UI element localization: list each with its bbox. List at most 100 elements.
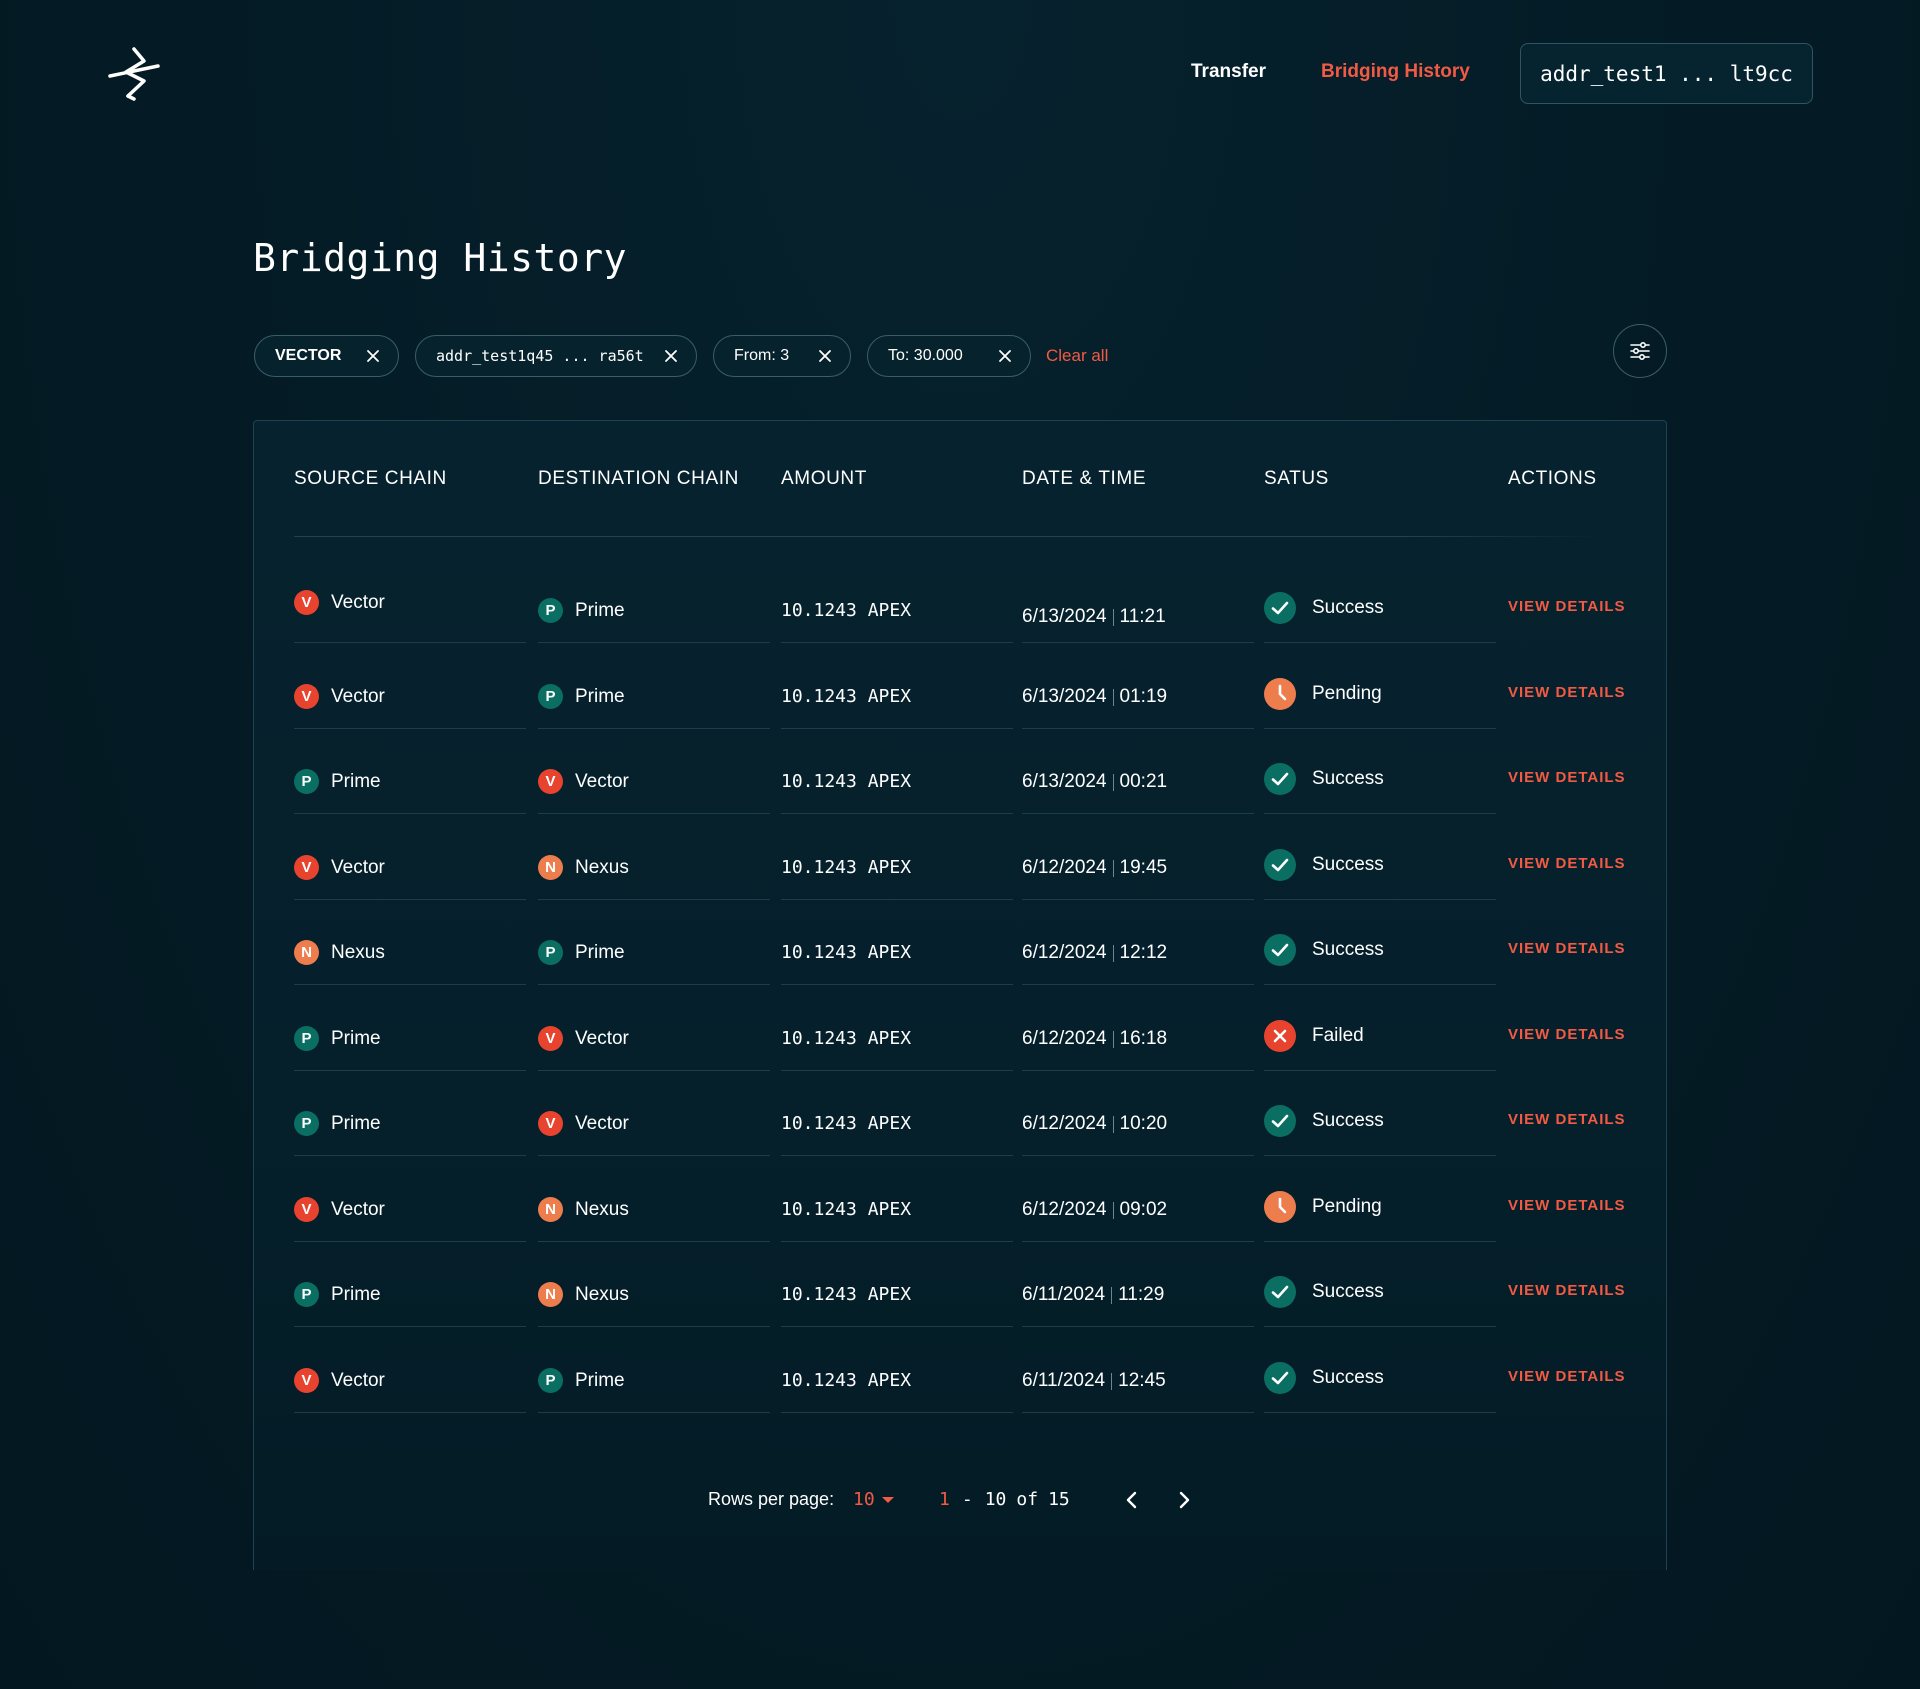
source-chain-name: Vector [331, 856, 385, 878]
source-chain-cell: N Nexus [294, 940, 385, 965]
row-divider [294, 899, 526, 900]
rows-per-page-value: 10 [853, 1489, 875, 1510]
rows-per-page-select[interactable]: 10 [853, 1489, 895, 1510]
actions-cell: VIEW DETAILS [1508, 1197, 1626, 1214]
chain-vector-icon: V [294, 590, 319, 615]
amount-cell: 10.1243 APEX [781, 1370, 912, 1391]
view-details-link[interactable]: VIEW DETAILS [1508, 1197, 1626, 1214]
close-icon[interactable] [996, 347, 1014, 365]
status-cell: Success [1264, 592, 1384, 624]
destination-chain-cell: P Prime [538, 940, 625, 965]
view-details-link[interactable]: VIEW DETAILS [1508, 855, 1626, 872]
date-time-divider [1112, 773, 1114, 791]
nav-transfer[interactable]: Transfer [1191, 61, 1266, 82]
chevron-right-icon[interactable] [1172, 1488, 1196, 1512]
time-value: 00:21 [1119, 771, 1168, 792]
status-clock-icon [1264, 678, 1296, 710]
row-divider [781, 728, 1013, 729]
range-dash: - [961, 1489, 973, 1510]
view-details-link[interactable]: VIEW DETAILS [1508, 940, 1626, 957]
row-divider [781, 1155, 1013, 1156]
filter-settings-button[interactable] [1613, 324, 1667, 378]
clear-all-filters-link[interactable]: Clear all [1046, 346, 1109, 365]
range-of: of [1016, 1489, 1039, 1510]
row-divider [538, 984, 770, 985]
range-end: 10 [984, 1489, 1007, 1510]
source-chain-name: Prime [331, 1283, 381, 1305]
date-value: 6/12/2024 [1022, 1028, 1107, 1049]
table-row: P Prime N Nexus 10.1243 APEX 6/11/2024 1… [0, 1244, 1920, 1329]
view-details-link[interactable]: VIEW DETAILS [1508, 684, 1626, 701]
time-value: 10:20 [1119, 1113, 1168, 1134]
amount-cell: 10.1243 APEX [781, 1199, 912, 1220]
column-header-amount: AMOUNT [781, 468, 867, 489]
actions-cell: VIEW DETAILS [1508, 855, 1626, 872]
header-divider [294, 536, 1604, 537]
page-title: Bridging History [253, 236, 628, 280]
actions-cell: VIEW DETAILS [1508, 684, 1626, 701]
source-chain-cell: P Prime [294, 769, 381, 794]
time-value: 11:29 [1118, 1284, 1165, 1305]
range-total: 15 [1048, 1489, 1070, 1510]
destination-chain-name: Prime [575, 941, 625, 963]
view-details-link[interactable]: VIEW DETAILS [1508, 769, 1626, 786]
filter-chip-from: From: 3 [713, 335, 851, 377]
status-label: Success [1312, 1367, 1384, 1388]
date-time-divider [1112, 859, 1114, 877]
destination-chain-name: Vector [575, 1112, 629, 1134]
date-time-cell: 6/12/2024 16:18 [1022, 1028, 1167, 1050]
view-details-link[interactable]: VIEW DETAILS [1508, 1111, 1626, 1128]
range-start: 1 [939, 1489, 950, 1510]
app-logo-icon[interactable] [104, 44, 164, 104]
column-header-actions: ACTIONS [1508, 468, 1597, 489]
row-divider [294, 1412, 526, 1413]
row-divider [781, 1070, 1013, 1071]
chain-vector-icon: V [538, 1111, 563, 1136]
row-divider [1264, 1412, 1496, 1413]
source-chain-name: Vector [331, 591, 385, 613]
chain-vector-icon: V [294, 1197, 319, 1222]
chain-nexus-icon: N [538, 1197, 563, 1222]
table-row: V Vector P Prime 10.1243 APEX 6/13/2024 … [0, 560, 1920, 645]
actions-cell: VIEW DETAILS [1508, 1026, 1626, 1043]
date-time-cell: 6/12/2024 09:02 [1022, 1199, 1167, 1221]
destination-chain-name: Prime [575, 685, 625, 707]
status-cell: Pending [1264, 1191, 1382, 1223]
destination-chain-cell: V Vector [538, 769, 629, 794]
wallet-address-button[interactable]: addr_test1 ... lt9cc [1520, 43, 1813, 104]
table-row: V Vector N Nexus 10.1243 APEX 6/12/2024 … [0, 1159, 1920, 1244]
close-icon[interactable] [816, 347, 834, 365]
actions-cell: VIEW DETAILS [1508, 1368, 1626, 1385]
view-details-link[interactable]: VIEW DETAILS [1508, 1368, 1626, 1385]
chain-prime-icon: P [294, 769, 319, 794]
chain-nexus-icon: N [538, 855, 563, 880]
close-icon[interactable] [364, 347, 382, 365]
row-divider [1022, 1241, 1254, 1242]
status-check-icon [1264, 1362, 1296, 1394]
time-value: 12:12 [1119, 942, 1168, 963]
row-divider [538, 899, 770, 900]
date-time-divider [1112, 688, 1114, 706]
row-divider [538, 1155, 770, 1156]
date-time-divider [1112, 1030, 1114, 1048]
date-time-divider [1112, 944, 1114, 962]
source-chain-name: Vector [331, 685, 385, 707]
filter-chip-label: From: 3 [734, 347, 790, 364]
pagination-range: 1 - 10 of 15 [939, 1489, 1070, 1510]
chain-prime-icon: P [294, 1282, 319, 1307]
status-label: Success [1312, 768, 1384, 789]
row-divider [538, 728, 770, 729]
date-value: 6/13/2024 [1022, 771, 1107, 792]
close-icon[interactable] [662, 347, 680, 365]
history-table [253, 420, 1667, 1570]
chevron-left-icon[interactable] [1120, 1488, 1144, 1512]
row-divider [538, 1070, 770, 1071]
view-details-link[interactable]: VIEW DETAILS [1508, 1026, 1626, 1043]
column-header-destination-chain: DESTINATION CHAIN [538, 468, 739, 489]
row-divider [1264, 813, 1496, 814]
filter-chip-label: To: 30.000 [888, 347, 963, 364]
view-details-link[interactable]: VIEW DETAILS [1508, 598, 1626, 615]
status-cell: Success [1264, 1276, 1384, 1308]
nav-bridging-history[interactable]: Bridging History [1321, 61, 1470, 82]
view-details-link[interactable]: VIEW DETAILS [1508, 1282, 1626, 1299]
